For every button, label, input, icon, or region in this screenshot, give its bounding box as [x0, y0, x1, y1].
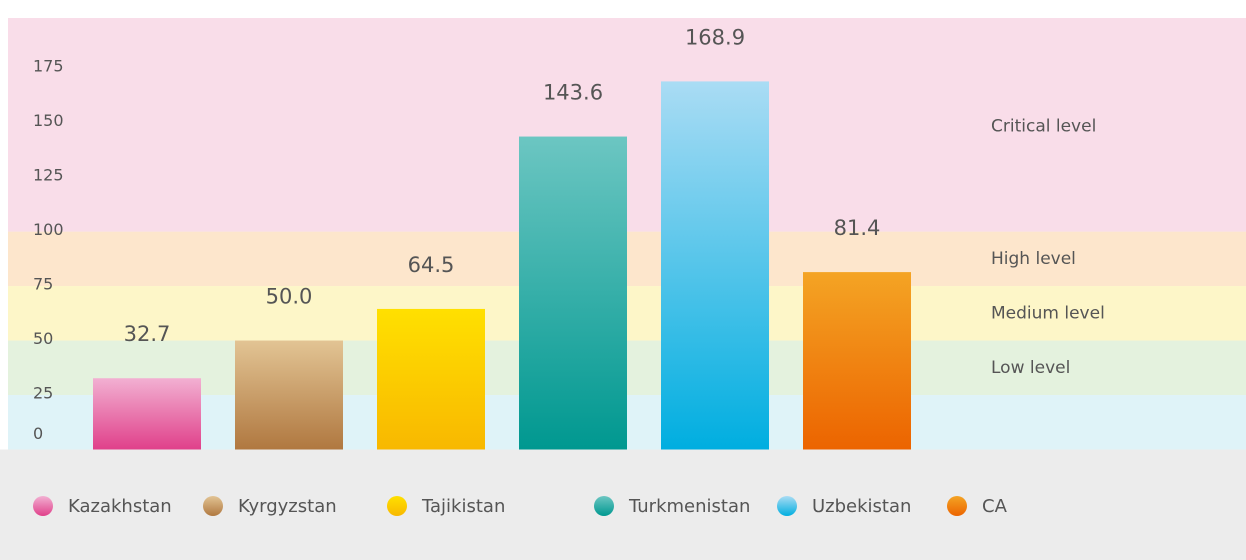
value-label: 50.0 — [266, 285, 313, 309]
y-tick-label: 125 — [33, 166, 64, 185]
y-tick-label: 150 — [33, 111, 64, 130]
legend-swatch — [387, 496, 407, 516]
value-label: 32.7 — [124, 322, 171, 346]
bar — [661, 81, 769, 450]
legend-swatch — [594, 496, 614, 516]
y-tick-label: 100 — [33, 220, 64, 239]
level-label: High level — [991, 249, 1076, 269]
y-tick-label: 0 — [33, 424, 43, 443]
legend-area — [0, 449, 1246, 560]
legend-label: Kazakhstan — [68, 496, 172, 517]
y-tick-label: 175 — [33, 57, 64, 76]
value-label: 64.5 — [408, 253, 455, 277]
y-tick-label: 75 — [33, 275, 53, 294]
bar — [803, 272, 911, 450]
bar — [93, 378, 201, 450]
legend-label: Kyrgyzstan — [238, 496, 337, 517]
bar — [377, 308, 485, 450]
y-tick-label: 50 — [33, 329, 53, 348]
legend-label: Tajikistan — [421, 496, 505, 517]
legend-label: Turkmenistan — [628, 496, 750, 517]
bar — [519, 136, 627, 450]
bar — [235, 340, 343, 450]
level-label: Critical level — [991, 117, 1096, 137]
value-label: 168.9 — [685, 25, 745, 49]
level-label: Low level — [991, 358, 1070, 378]
legend-swatch — [947, 496, 967, 516]
level-label: Medium level — [991, 303, 1105, 323]
value-label: 143.6 — [543, 81, 603, 105]
y-tick-label: 25 — [33, 384, 53, 403]
value-label: 81.4 — [834, 216, 881, 240]
legend-swatch — [203, 496, 223, 516]
legend-swatch — [777, 496, 797, 516]
legend-label: CA — [982, 496, 1008, 517]
legend-label: Uzbekistan — [812, 496, 911, 517]
legend-swatch — [33, 496, 53, 516]
